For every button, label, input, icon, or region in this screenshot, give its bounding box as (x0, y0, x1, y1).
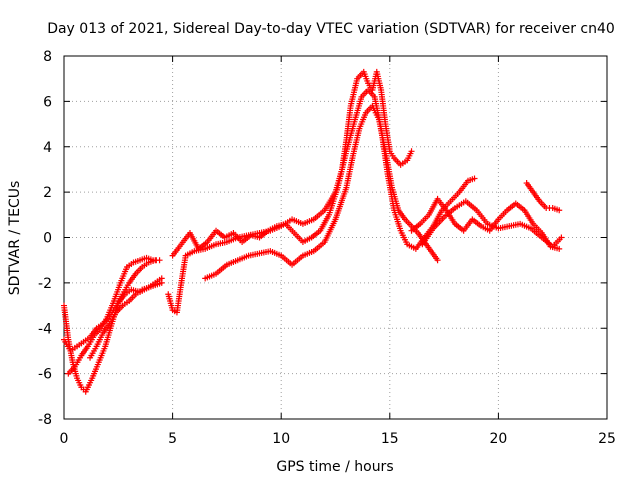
series-trace-d (87, 279, 165, 361)
plot-frame (63, 55, 608, 420)
x-tick-label: 20 (489, 431, 507, 447)
series-trace-c (65, 254, 163, 377)
data-point (471, 175, 478, 182)
series-trace-j (523, 180, 563, 214)
y-tick-label: 6 (43, 94, 52, 110)
data-point (156, 257, 163, 264)
y-tick-label: 2 (43, 185, 52, 201)
x-tick-label: 25 (598, 431, 616, 447)
y-tick-label: 8 (43, 49, 52, 65)
data-point (408, 148, 415, 155)
y-axis-label: SDTVAR / TECUs (7, 181, 23, 296)
data-point (158, 279, 165, 286)
x-tick-label: 0 (60, 431, 69, 447)
y-tick-label: -8 (38, 412, 52, 428)
y-tick-label: -2 (38, 276, 52, 292)
x-tick-label: 10 (272, 431, 290, 447)
y-tick-label: 4 (43, 140, 52, 156)
chart-title: Day 013 of 2021, Sidereal Day-to-day VTE… (47, 21, 615, 37)
data-point (434, 257, 441, 264)
series-trace-i (419, 198, 565, 250)
data-point (556, 245, 563, 252)
x-tick-label: 15 (381, 431, 399, 447)
data-points (61, 68, 565, 395)
series-trace-a (61, 275, 165, 395)
y-tick-label: 0 (43, 231, 52, 247)
x-tick-label: 5 (168, 431, 177, 447)
y-tick-label: -6 (38, 367, 52, 383)
y-tick-label: -4 (38, 321, 52, 337)
x-axis-label: GPS time / hours (276, 459, 393, 475)
data-point (558, 234, 565, 241)
data-point (556, 207, 563, 214)
grid-lines (64, 56, 607, 419)
series-trace-g (202, 102, 441, 282)
axis-ticks: 0 5 10 15 20 25 -8 -6 -4 -2 0 2 4 6 8 (38, 49, 616, 447)
